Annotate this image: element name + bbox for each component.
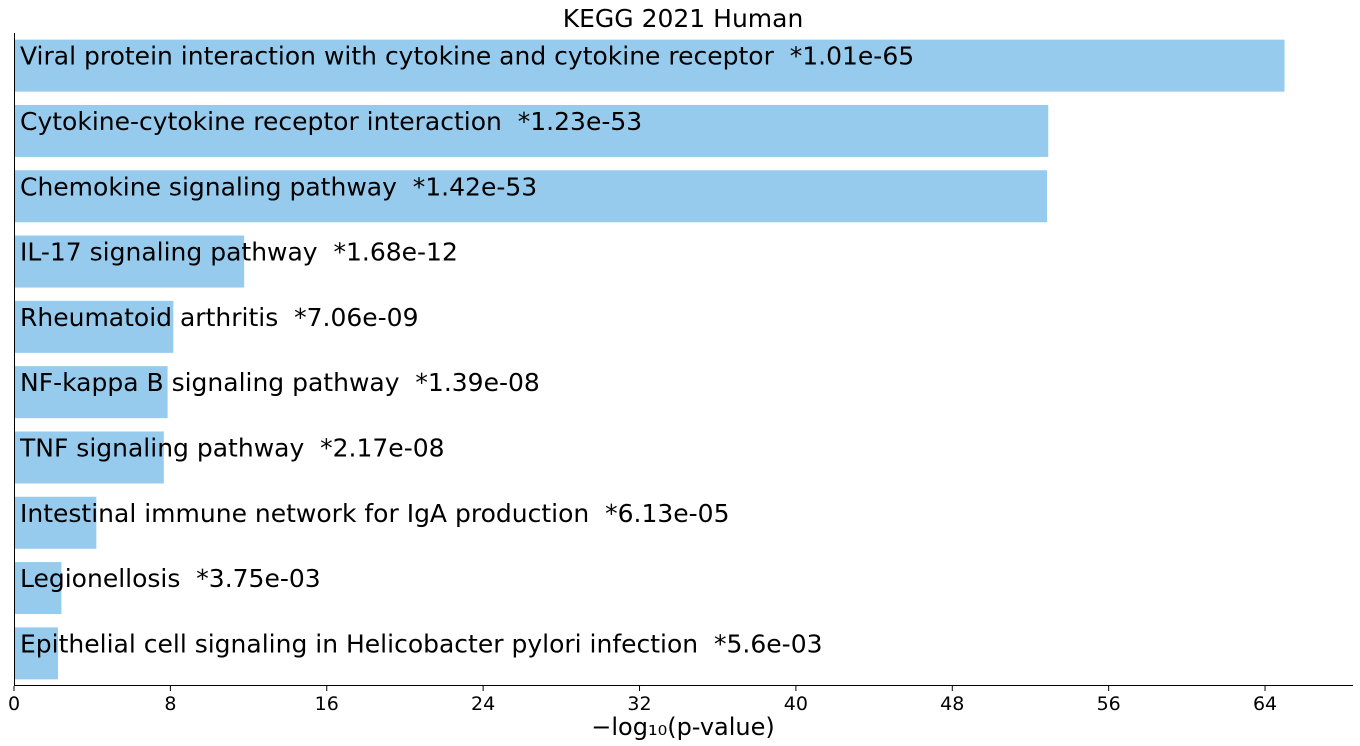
bar (14, 627, 59, 680)
x-ticks-group: 0 8 16 24 32 40 48 56 64 (8, 686, 1277, 715)
x-tick-label: 0 (8, 693, 20, 715)
bar-label: Chemokine signaling pathway *1.42e-53 (20, 172, 537, 201)
x-tick-label: 16 (315, 693, 339, 715)
x-tick-label: 48 (940, 693, 964, 715)
bar (14, 39, 1285, 92)
bar-label: IL-17 signaling pathway *1.68e-12 (20, 238, 458, 267)
bar (14, 170, 1048, 223)
bar (14, 562, 62, 615)
bar-label: Intestinal immune network for IgA produc… (20, 499, 730, 528)
bar (14, 366, 168, 419)
bar-label: Legionellosis *3.75e-03 (20, 564, 321, 593)
bar-labels-group: Viral protein interaction with cytokine … (19, 42, 914, 659)
bar (14, 104, 1049, 157)
x-tick-label: 32 (627, 693, 651, 715)
x-tick-label: 8 (164, 693, 176, 715)
bar-label: TNF signaling pathway *2.17e-08 (19, 433, 445, 462)
bar-label: Cytokine-cytokine receptor interaction *… (20, 107, 642, 136)
x-tick-label: 24 (471, 693, 495, 715)
x-tick-label: 40 (784, 693, 808, 715)
bar (14, 300, 174, 353)
x-axis-label: −log₁₀(p-value) (591, 713, 774, 741)
bars-group (14, 39, 1285, 680)
x-tick-label: 56 (1097, 693, 1121, 715)
bar-label: Viral protein interaction with cytokine … (20, 42, 914, 71)
chart-title: KEGG 2021 Human (563, 4, 804, 33)
x-tick-label: 64 (1253, 693, 1277, 715)
bar (14, 496, 97, 549)
bar-label: Rheumatoid arthritis *7.06e-09 (20, 303, 419, 332)
bar-label: NF-kappa B signaling pathway *1.39e-08 (20, 368, 540, 397)
bar (14, 235, 245, 288)
bar-label: Epithelial cell signaling in Helicobacte… (20, 629, 823, 658)
bar (14, 431, 164, 484)
